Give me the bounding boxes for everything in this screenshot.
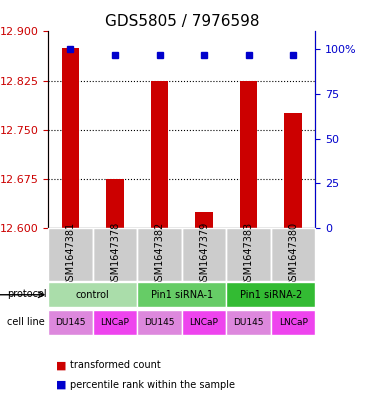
- Text: percentile rank within the sample: percentile rank within the sample: [70, 380, 236, 390]
- FancyBboxPatch shape: [48, 282, 137, 307]
- FancyBboxPatch shape: [182, 310, 226, 334]
- FancyBboxPatch shape: [226, 310, 271, 334]
- Text: GSM1647383: GSM1647383: [244, 222, 253, 287]
- Text: control: control: [76, 290, 109, 300]
- Text: GSM1647381: GSM1647381: [66, 222, 75, 287]
- Bar: [62, 48, 79, 228]
- FancyBboxPatch shape: [137, 228, 182, 281]
- Text: GSM1647380: GSM1647380: [288, 222, 298, 287]
- Text: protocol: protocol: [7, 288, 47, 299]
- FancyBboxPatch shape: [271, 228, 315, 281]
- Bar: [195, 211, 213, 228]
- Text: DU145: DU145: [55, 318, 86, 327]
- Text: LNCaP: LNCaP: [279, 318, 308, 327]
- Text: DU145: DU145: [233, 318, 264, 327]
- FancyBboxPatch shape: [137, 310, 182, 334]
- Bar: [106, 179, 124, 228]
- Text: cell line: cell line: [7, 317, 45, 327]
- Text: Pin1 siRNA-2: Pin1 siRNA-2: [240, 290, 302, 300]
- FancyBboxPatch shape: [48, 228, 93, 281]
- FancyBboxPatch shape: [137, 282, 226, 307]
- Text: transformed count: transformed count: [70, 360, 161, 371]
- FancyBboxPatch shape: [48, 310, 93, 334]
- Text: Pin1 siRNA-1: Pin1 siRNA-1: [151, 290, 213, 300]
- FancyBboxPatch shape: [271, 310, 315, 334]
- FancyBboxPatch shape: [182, 228, 226, 281]
- FancyBboxPatch shape: [226, 282, 315, 307]
- Text: DU145: DU145: [144, 318, 175, 327]
- Text: ■: ■: [56, 360, 66, 371]
- Text: GSM1647378: GSM1647378: [110, 222, 120, 287]
- Bar: [284, 113, 302, 228]
- FancyBboxPatch shape: [93, 310, 137, 334]
- Text: ■: ■: [56, 380, 66, 390]
- Title: GDS5805 / 7976598: GDS5805 / 7976598: [105, 14, 259, 29]
- Text: LNCaP: LNCaP: [101, 318, 129, 327]
- Bar: [240, 81, 257, 228]
- FancyBboxPatch shape: [226, 228, 271, 281]
- Text: GSM1647382: GSM1647382: [155, 222, 164, 287]
- Text: LNCaP: LNCaP: [190, 318, 219, 327]
- FancyBboxPatch shape: [93, 228, 137, 281]
- Text: GSM1647379: GSM1647379: [199, 222, 209, 287]
- Bar: [151, 81, 168, 228]
